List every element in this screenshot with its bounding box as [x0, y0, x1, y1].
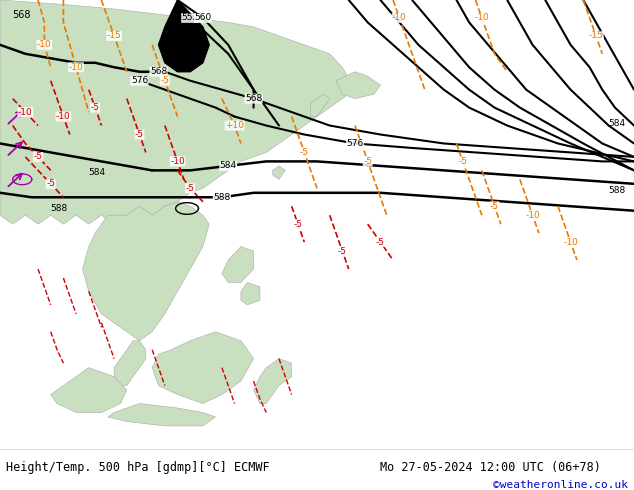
- Text: 584: 584: [219, 161, 237, 171]
- Text: -5: -5: [294, 220, 302, 229]
- Text: 584: 584: [609, 119, 626, 127]
- Text: +10: +10: [225, 121, 244, 130]
- Text: -5: -5: [490, 202, 499, 211]
- Text: -5: -5: [46, 179, 55, 188]
- Text: -5: -5: [338, 246, 347, 256]
- Text: -10: -10: [56, 112, 71, 121]
- Text: -10: -10: [474, 13, 489, 23]
- Text: -10: -10: [37, 40, 52, 49]
- Text: 568: 568: [13, 10, 31, 20]
- Text: -10: -10: [563, 238, 578, 246]
- Text: -10: -10: [170, 157, 185, 166]
- Text: Mo 27-05-2024 12:00 UTC (06+78): Mo 27-05-2024 12:00 UTC (06+78): [380, 461, 601, 474]
- Text: 568: 568: [245, 94, 262, 103]
- Text: -10: -10: [18, 108, 33, 117]
- Text: -5: -5: [458, 157, 467, 166]
- Text: -5: -5: [135, 130, 144, 139]
- Text: -5: -5: [363, 157, 372, 166]
- Text: 560: 560: [194, 13, 212, 23]
- Text: 552: 552: [181, 13, 199, 23]
- Text: 568: 568: [150, 67, 167, 76]
- Text: 588: 588: [213, 193, 231, 202]
- Text: 584: 584: [89, 168, 106, 177]
- Text: 588: 588: [609, 186, 626, 195]
- Text: -5: -5: [91, 103, 100, 112]
- Text: -5: -5: [376, 238, 385, 246]
- Text: -5: -5: [34, 152, 42, 161]
- Text: -10: -10: [392, 13, 407, 23]
- Text: -10: -10: [525, 211, 540, 220]
- Text: -5: -5: [186, 184, 195, 193]
- Text: -10: -10: [68, 63, 84, 72]
- Text: Height/Temp. 500 hPa [gdmp][°C] ECMWF: Height/Temp. 500 hPa [gdmp][°C] ECMWF: [6, 461, 270, 474]
- Text: 576: 576: [346, 139, 364, 148]
- Text: -5: -5: [160, 76, 169, 85]
- Polygon shape: [158, 0, 209, 72]
- Text: -5: -5: [300, 148, 309, 157]
- Text: -15: -15: [588, 31, 604, 40]
- Text: 588: 588: [51, 204, 68, 213]
- Text: ©weatheronline.co.uk: ©weatheronline.co.uk: [493, 480, 628, 490]
- Text: 576: 576: [131, 76, 148, 85]
- Text: -15: -15: [107, 31, 122, 40]
